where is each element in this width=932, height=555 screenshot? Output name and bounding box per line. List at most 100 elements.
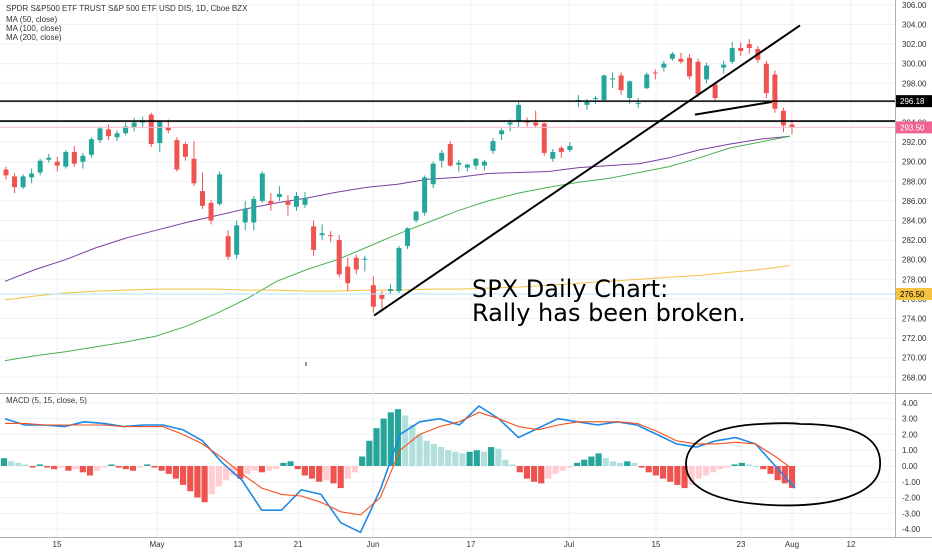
macd-histogram-bar	[308, 466, 316, 479]
macd-histogram-bar	[287, 461, 294, 466]
macd-histogram-bar	[344, 466, 351, 479]
macd-histogram-bar	[717, 466, 724, 470]
macd-histogram-bar	[731, 464, 738, 466]
macd-histogram-bar	[158, 466, 165, 471]
candle-down	[208, 202, 214, 221]
candle-up	[593, 98, 598, 99]
macd-histogram-bar	[15, 462, 22, 466]
candle-up	[499, 130, 505, 135]
macd-histogram-bar	[495, 448, 502, 466]
macd-histogram-bar	[710, 466, 717, 473]
candle-up	[422, 177, 428, 213]
candle-up	[123, 126, 129, 134]
candle-down	[182, 144, 188, 157]
candle-down	[200, 191, 205, 206]
macd-histogram-bar	[595, 453, 602, 466]
candle-up	[507, 122, 513, 125]
candle-up	[293, 196, 299, 207]
macd-histogram-bar	[502, 459, 509, 466]
y-tick-label: 300.00	[902, 60, 927, 69]
candle-up	[439, 152, 445, 161]
macd-histogram-bar	[702, 466, 710, 476]
candle-up	[481, 161, 487, 166]
macd-histogram-bar	[602, 458, 609, 466]
trendline-rally	[373, 24, 801, 317]
macd-histogram-bar	[366, 440, 373, 466]
macd-histogram-bar	[208, 466, 215, 495]
macd-histogram-bar	[387, 412, 394, 466]
candle-up	[88, 139, 94, 155]
candle-up	[490, 141, 496, 151]
y-tick-label: 270.00	[902, 354, 927, 363]
price-tag-label-last-price: 293.50	[900, 123, 925, 132]
macd-histogram-bar	[151, 466, 158, 468]
candle-up	[567, 146, 573, 150]
y-tick-label: 278.00	[902, 275, 927, 284]
macd-histogram-bar	[172, 466, 180, 479]
candle-up	[430, 163, 436, 185]
candle-down	[174, 140, 180, 170]
y-tick-label: 282.00	[902, 236, 927, 245]
candle-down	[379, 294, 385, 299]
y-tick-label: 272.00	[902, 334, 927, 343]
macd-legend: MACD (5, 15, close, 5)	[6, 396, 87, 405]
macd-histogram-bar	[695, 466, 702, 479]
y-tick-label: 304.00	[902, 21, 927, 30]
candle-down	[3, 169, 9, 176]
candle-up	[721, 64, 727, 68]
macd-histogram-bar	[667, 466, 674, 482]
candle-down	[370, 285, 376, 307]
x-tick-label: 15	[53, 540, 62, 549]
macd-histogram-bar	[480, 451, 488, 466]
macd-histogram-bar	[738, 462, 745, 466]
candle-down	[712, 84, 718, 98]
candle-down	[558, 147, 564, 152]
macd-tick-label: 0.00	[902, 462, 918, 471]
candle-down	[328, 235, 334, 237]
candle-up	[259, 173, 265, 201]
candle-up	[550, 151, 556, 159]
macd-histogram-bar	[631, 462, 638, 466]
candle-up	[80, 155, 86, 162]
y-tick-label: 290.00	[902, 158, 927, 167]
macd-histogram-bar	[760, 466, 767, 470]
macd-histogram-bar	[265, 466, 273, 471]
macd-histogram-bar	[509, 464, 516, 466]
x-tick-label: 21	[294, 540, 303, 549]
candle-down	[165, 127, 171, 131]
macd-histogram-bar	[774, 466, 781, 481]
candle-down	[268, 200, 274, 204]
ma200-legend: MA (200, close)	[6, 33, 62, 42]
candle-up	[635, 102, 641, 104]
x-tick-label: May	[149, 540, 164, 549]
macd-histogram-bar	[0, 458, 8, 466]
candle-down	[148, 114, 154, 145]
macd-histogram-bar	[588, 456, 595, 466]
macd-line	[4, 404, 796, 534]
macd-histogram-bar	[581, 459, 588, 466]
macd-histogram-bar	[559, 466, 566, 471]
x-tick-label: Aug	[785, 540, 799, 549]
candle-up	[97, 128, 103, 141]
macd-histogram-bar	[108, 464, 115, 466]
macd-histogram-bar	[659, 466, 667, 479]
macd-histogram-bar	[688, 466, 695, 485]
candle-down	[763, 63, 769, 94]
macd-histogram-bar	[187, 466, 194, 492]
macd-histogram-bar	[452, 451, 459, 466]
candle-up	[234, 225, 240, 255]
macd-histogram-bar	[337, 466, 344, 489]
macd-histogram-bar	[359, 456, 366, 466]
candle-up	[729, 48, 735, 62]
candle-up	[644, 74, 650, 89]
price-tag-label-level: 296.18	[900, 97, 925, 106]
macd-histogram-bar	[753, 466, 760, 467]
candle-down	[618, 75, 624, 91]
macd-histogram-bar	[531, 466, 538, 482]
macd-histogram-bar	[122, 466, 129, 470]
macd-histogram-bar	[51, 466, 58, 470]
macd-histogram-bar	[380, 418, 387, 466]
candle-down	[447, 144, 453, 166]
macd-histogram-bar	[58, 466, 65, 468]
